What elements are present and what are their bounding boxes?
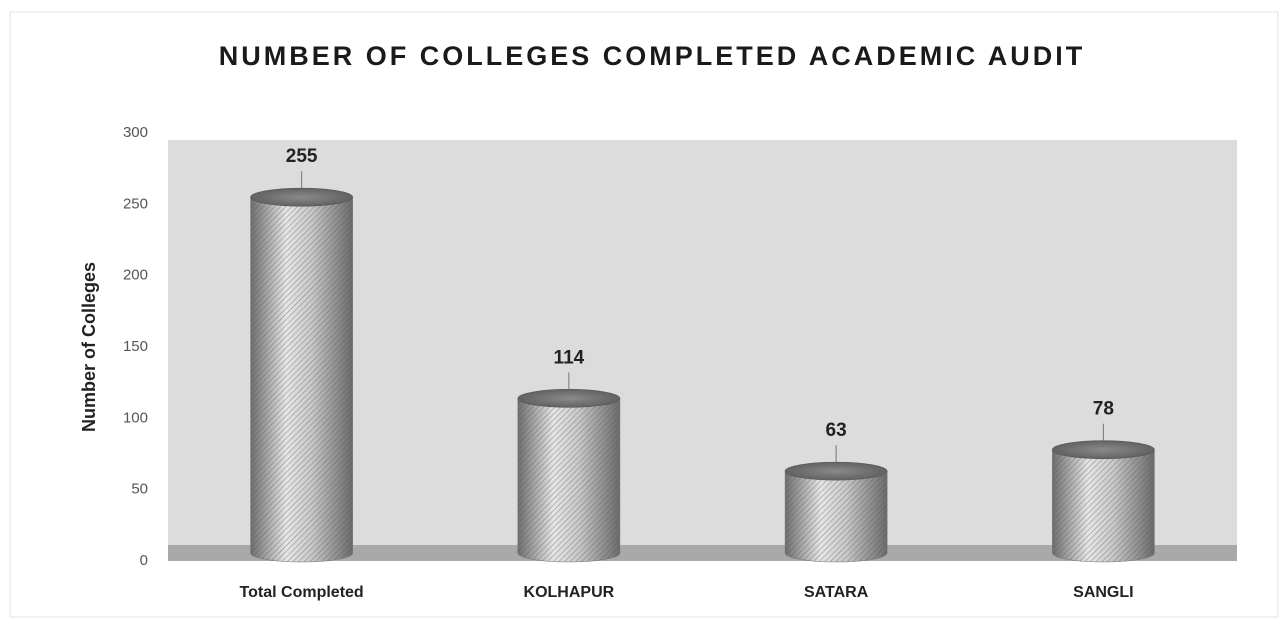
bar — [250, 196, 353, 563]
bar-top — [250, 187, 353, 207]
bar-top — [517, 389, 621, 408]
bar — [517, 398, 621, 563]
x-tick-label: KOLHAPUR — [524, 584, 615, 601]
floor — [168, 545, 1237, 561]
y-tick-label: 250 — [123, 195, 148, 212]
data-label: 63 — [826, 420, 847, 441]
x-tick-label: SATARA — [804, 584, 869, 601]
y-tick-label: 200 — [123, 267, 148, 284]
y-tick-label: 300 — [123, 124, 148, 141]
x-tick-label: Total Completed — [240, 584, 364, 601]
y-axis-title: Number of Colleges — [79, 262, 99, 432]
y-tick-label: 150 — [123, 338, 148, 355]
bar — [784, 470, 888, 563]
bar — [1052, 449, 1155, 563]
y-tick-label: 50 — [131, 481, 148, 498]
data-label: 114 — [554, 347, 585, 368]
bar-top — [784, 461, 888, 481]
chart-title: NUMBER OF COLLEGES COMPLETED ACADEMIC AU… — [219, 41, 1086, 71]
y-tick-label: 100 — [123, 409, 148, 426]
y-tick-label: 0 — [140, 552, 148, 569]
bar-top — [1052, 440, 1155, 460]
data-label: 78 — [1093, 399, 1114, 420]
x-tick-label: SANGLI — [1073, 584, 1133, 601]
frame — [9, 11, 1279, 618]
data-label: 255 — [286, 146, 318, 167]
